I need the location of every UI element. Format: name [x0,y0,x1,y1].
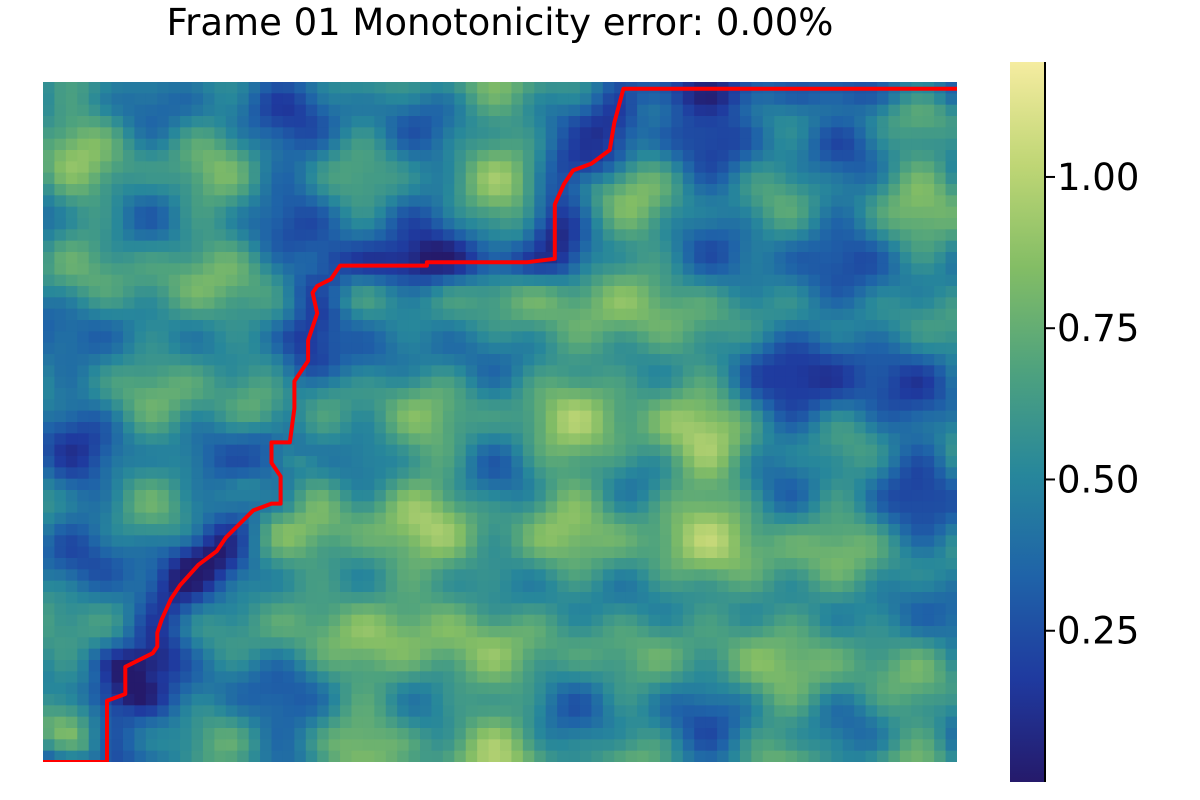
heatmap-cells [43,82,957,762]
colorbar-tick-label: 0.50 [1057,458,1139,501]
colorbar: 0.25 0.50 0.75 1.00 [1010,62,1139,782]
colorbar-ticks: 0.25 0.50 0.75 1.00 [1045,156,1139,653]
chart-title: Frame 01 Monotonicity error: 0.00% [167,1,834,44]
colorbar-tick-label: 1.00 [1057,156,1139,199]
colorbar-gradient [1010,62,1044,782]
plot-area [43,82,957,762]
colorbar-tick-label: 0.75 [1057,307,1139,350]
monotonic-path [43,86,957,762]
colorbar-tick-label: 0.25 [1057,610,1139,653]
